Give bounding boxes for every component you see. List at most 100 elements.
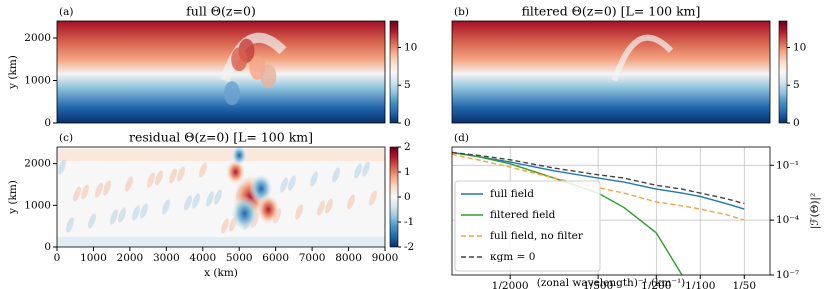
heatmap-band: [57, 149, 385, 161]
y-tick-label: 1000: [24, 199, 51, 211]
heatmap-eddy: [332, 167, 340, 183]
x-tick-label: 3000: [153, 252, 180, 264]
heatmap-eddy: [317, 200, 325, 216]
x-axis-label: x (km): [204, 267, 238, 279]
legend-label: full field: [490, 188, 534, 200]
x-tick-label: 7000: [299, 252, 326, 264]
colorbar-tick-label: 10: [793, 41, 806, 53]
panel-label: (b): [454, 6, 469, 18]
heatmap-eddy: [256, 193, 281, 226]
plot-frame: [451, 146, 771, 276]
heatmap-eddy: [223, 81, 240, 106]
heatmap-eddy: [230, 195, 259, 232]
heatmap-eddy: [110, 209, 118, 225]
colorbar-tick-label: 0: [404, 191, 411, 203]
heatmap-eddy: [162, 199, 170, 215]
series-line: [452, 153, 745, 221]
heatmap-eddy: [73, 186, 81, 202]
x-tick-label: 2000: [117, 252, 144, 264]
x-tick-label: 4000: [189, 252, 216, 264]
x-tick-label: 1000: [80, 252, 107, 264]
heatmap-eddy: [288, 175, 296, 191]
y-axis-label: y (km): [7, 180, 19, 215]
x-tick-label: 8000: [335, 252, 362, 264]
legend-label: κgm = 0: [490, 251, 535, 263]
heatmap-eddy: [295, 204, 303, 220]
x-tick-label: 1/100: [685, 280, 715, 289]
colorbar-tick-label: 0: [793, 117, 800, 129]
y-tick-label: 0: [44, 241, 51, 253]
x-tick-label: 0: [54, 252, 61, 264]
x-tick-label: 1/200: [641, 280, 671, 289]
heatmap-eddy: [103, 180, 111, 196]
colorbar-tick-label: 2: [404, 141, 411, 153]
heatmap-eddy: [147, 172, 155, 188]
heatmap-eddy: [362, 161, 370, 177]
panel-title: residual Θ(z=0) [L= 100 km]: [129, 130, 313, 145]
legend-label: filtered field: [490, 209, 556, 221]
colorbar: [389, 146, 399, 248]
panel-label: (a): [59, 6, 73, 18]
colorbar-tick-label: 1: [404, 166, 411, 178]
heatmap-eddy: [192, 193, 200, 209]
x-tick-label: 5000: [226, 252, 253, 264]
colorbar-tick-label: 10: [404, 41, 417, 53]
heatmap-eddy: [221, 218, 229, 234]
heatmap-eddy: [310, 171, 318, 187]
x-axis-label: (zonal wavelength)⁻¹ (km⁻¹): [537, 277, 686, 289]
y-tick-label: 10⁻⁷: [776, 269, 799, 281]
heatmap-eddy: [369, 190, 377, 206]
heatmap-eddy: [140, 203, 148, 219]
heatmap-background: [452, 21, 770, 123]
y-tick-label: 1000: [24, 75, 51, 87]
heatmap-eddy: [81, 184, 89, 200]
plot-frame: [56, 146, 386, 248]
heatmap-eddy: [260, 64, 277, 89]
plot-frame: [56, 20, 386, 124]
y-tick-label: 2000: [24, 158, 51, 170]
y-tick-label: 2000: [24, 32, 51, 44]
series-line: [452, 151, 745, 205]
y-axis-label: y (km): [7, 55, 19, 90]
heatmap-field: [57, 144, 385, 247]
heatmap-eddy: [66, 217, 74, 233]
colorbar: [389, 20, 399, 124]
y-tick-label: 10⁻¹: [776, 159, 799, 171]
plot-frame: [451, 20, 771, 124]
x-tick-label: 6000: [262, 252, 289, 264]
heatmap-field: [452, 21, 770, 123]
colorbar-tick-label: 0: [404, 117, 411, 129]
panel-label: (c): [59, 132, 73, 144]
heatmap-eddy: [95, 182, 103, 198]
heatmap-band: [57, 237, 385, 247]
heatmap-meander: [611, 34, 674, 82]
colorbar: [778, 20, 788, 124]
colorbar-tick-label: -2: [404, 241, 414, 253]
heatmap-eddy: [280, 177, 288, 193]
heatmap-field: [57, 21, 385, 123]
heatmap-eddy: [206, 191, 214, 207]
colorbar-tick-label: -1: [404, 216, 414, 228]
panel-title: filtered Θ(z=0) [L= 100 km]: [522, 4, 701, 19]
heatmap-eddy: [347, 194, 355, 210]
colorbar-tick-label: 5: [404, 79, 411, 91]
panel-label: (d): [454, 132, 469, 144]
colorbar-tick-label: 5: [793, 79, 800, 91]
x-tick-label: 1/500: [583, 280, 613, 289]
heatmap-eddy: [155, 170, 163, 186]
heatmap-eddy: [214, 189, 222, 205]
heatmap-eddy: [231, 144, 248, 166]
heatmap-eddy: [88, 213, 96, 229]
x-tick-label: 9000: [372, 252, 399, 264]
heatmap-eddy: [325, 198, 333, 214]
heatmap-eddy: [118, 207, 126, 223]
heatmap-eddy: [177, 166, 185, 182]
y-tick-label: 10⁻⁴: [776, 214, 799, 226]
y-axis-label: |ℱ(Θ)|²: [809, 193, 822, 229]
heatmap-eddy: [132, 205, 140, 221]
heatmap-eddy: [125, 176, 133, 192]
y-tick-label: 0: [44, 117, 51, 129]
panel-title: full Θ(z=0): [186, 4, 256, 19]
heatmap-background: [57, 21, 385, 123]
